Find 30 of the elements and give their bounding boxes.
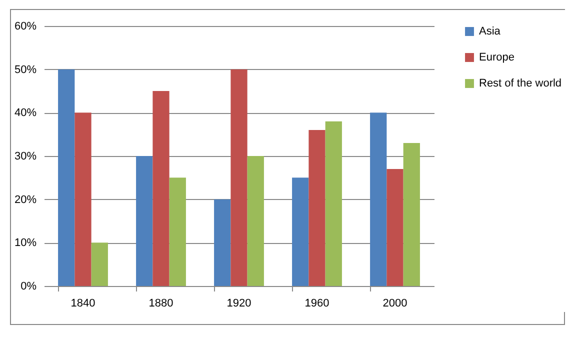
- bar: [169, 178, 186, 286]
- x-tick-label: 1840: [70, 298, 96, 310]
- bar: [214, 199, 231, 286]
- bar: [152, 91, 170, 286]
- legend-label: Europe: [479, 52, 514, 64]
- bar: [91, 242, 108, 286]
- bar: [403, 143, 420, 286]
- x-tick-label: 1920: [226, 298, 252, 310]
- bar: [58, 69, 75, 286]
- y-tick-label: 50%: [14, 64, 37, 76]
- bar: [247, 156, 264, 286]
- x-tick-label: 1960: [304, 298, 330, 310]
- bar: [325, 121, 342, 286]
- x-tick-label: 2000: [382, 298, 408, 310]
- y-tick-label: 0%: [20, 280, 37, 292]
- bar: [230, 69, 248, 286]
- bar: [136, 156, 153, 286]
- y-tick-label: 40%: [14, 107, 37, 120]
- bar: [74, 112, 92, 286]
- x-tick-label: 1880: [148, 298, 174, 310]
- bar: [292, 178, 309, 286]
- y-tick-label: 30%: [14, 150, 37, 162]
- legend-label: Rest of the world: [479, 78, 562, 90]
- bar: [386, 169, 404, 286]
- bar: [308, 130, 326, 286]
- y-tick-label: 20%: [14, 194, 37, 206]
- bar: [370, 112, 387, 286]
- legend-label: Asia: [479, 26, 502, 38]
- y-tick-label: 60%: [14, 20, 37, 32]
- y-tick-label: 10%: [14, 237, 37, 250]
